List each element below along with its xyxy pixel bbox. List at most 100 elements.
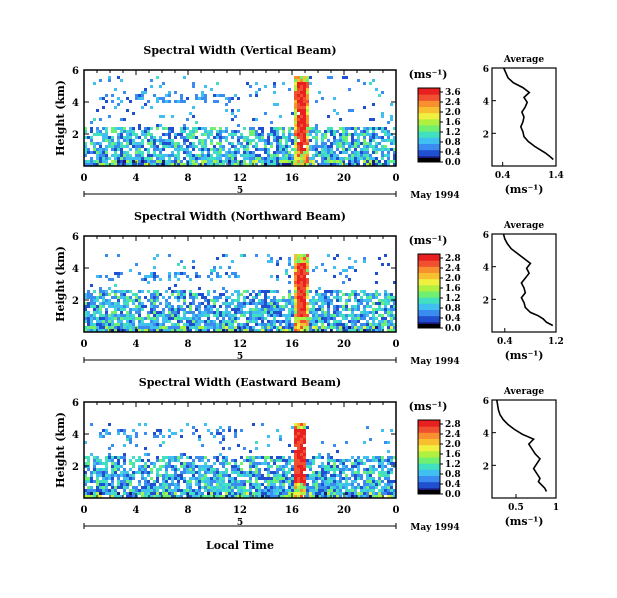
heatmap-cell bbox=[303, 97, 306, 100]
heatmap-cell bbox=[393, 492, 396, 495]
heatmap-cell bbox=[213, 269, 216, 272]
heatmap-cell bbox=[147, 154, 150, 157]
heatmap-cell bbox=[294, 432, 297, 435]
heatmap-cell bbox=[273, 157, 276, 160]
heatmap-cell bbox=[105, 468, 108, 471]
heatmap-cell bbox=[354, 317, 357, 320]
heatmap-cell bbox=[387, 456, 390, 459]
heatmap-cell bbox=[111, 320, 114, 323]
heatmap-cell bbox=[207, 151, 210, 154]
heatmap-cell bbox=[147, 127, 150, 130]
heatmap-cell bbox=[300, 471, 303, 474]
heatmap-cell bbox=[195, 160, 198, 163]
heatmap-cell bbox=[207, 459, 210, 462]
heatmap-cell bbox=[219, 453, 222, 456]
heatmap-cell bbox=[99, 489, 102, 492]
heatmap-cell bbox=[363, 462, 366, 465]
heatmap-cell bbox=[99, 314, 102, 317]
heatmap-cell bbox=[297, 326, 300, 329]
heatmap-cell bbox=[84, 160, 87, 163]
heatmap-cell bbox=[327, 489, 330, 492]
heatmap-cell bbox=[195, 471, 198, 474]
heatmap-cell bbox=[123, 314, 126, 317]
heatmap-cell bbox=[213, 127, 216, 130]
colorbar-swatch bbox=[418, 481, 440, 489]
heatmap-cell bbox=[318, 287, 321, 290]
average-x-tick-label: 0.4 bbox=[497, 337, 513, 347]
heatmap-cell bbox=[162, 489, 165, 492]
heatmap-cell bbox=[231, 468, 234, 471]
heatmap-cell bbox=[123, 444, 126, 447]
heatmap-cell bbox=[126, 130, 129, 133]
heatmap-cell bbox=[258, 323, 261, 326]
heatmap-cell bbox=[384, 311, 387, 314]
heatmap-cell bbox=[159, 432, 162, 435]
heatmap-cell bbox=[228, 426, 231, 429]
heatmap-cell bbox=[303, 302, 306, 305]
heatmap-cell bbox=[228, 157, 231, 160]
heatmap-cell bbox=[321, 160, 324, 163]
heatmap-cell bbox=[294, 103, 297, 106]
heatmap-cell bbox=[195, 293, 198, 296]
heatmap-cell bbox=[162, 133, 165, 136]
heatmap-cell bbox=[309, 326, 312, 329]
heatmap-cell bbox=[339, 136, 342, 139]
average-frame bbox=[491, 233, 557, 333]
heatmap-cell bbox=[111, 139, 114, 142]
heatmap-cell bbox=[363, 136, 366, 139]
heatmap-cell bbox=[369, 145, 372, 148]
heatmap-cell bbox=[342, 317, 345, 320]
heatmap-cell bbox=[147, 483, 150, 486]
heatmap-cell bbox=[324, 293, 327, 296]
heatmap-cell bbox=[339, 160, 342, 163]
heatmap-cell bbox=[168, 275, 171, 278]
heatmap-cell bbox=[201, 163, 204, 166]
heatmap-cell bbox=[114, 468, 117, 471]
heatmap-cell bbox=[240, 483, 243, 486]
heatmap-cell bbox=[198, 314, 201, 317]
heatmap-cell bbox=[294, 85, 297, 88]
heatmap-cell bbox=[318, 154, 321, 157]
heatmap-cell bbox=[174, 272, 177, 275]
heatmap-cell bbox=[315, 317, 318, 320]
heatmap-cell bbox=[369, 305, 372, 308]
heatmap-cell bbox=[288, 160, 291, 163]
heatmap-cell bbox=[150, 326, 153, 329]
heatmap-cell bbox=[168, 287, 171, 290]
heatmap-cell bbox=[123, 118, 126, 121]
heatmap-cell bbox=[222, 477, 225, 480]
heatmap-cell bbox=[177, 157, 180, 160]
heatmap-cell bbox=[375, 456, 378, 459]
heatmap-cell bbox=[180, 308, 183, 311]
colorbar-tick-label: 3.6 bbox=[445, 88, 461, 98]
heatmap-cell bbox=[123, 302, 126, 305]
heatmap-cell bbox=[297, 145, 300, 148]
heatmap-cell bbox=[285, 272, 288, 275]
heatmap-cell bbox=[294, 94, 297, 97]
heatmap-cell bbox=[342, 76, 345, 79]
heatmap-cell bbox=[318, 130, 321, 133]
heatmap-cell bbox=[129, 299, 132, 302]
heatmap-cell bbox=[162, 82, 165, 85]
heatmap-cell bbox=[303, 284, 306, 287]
heatmap-cell bbox=[219, 163, 222, 166]
average-y-tick-label: 6 bbox=[483, 231, 489, 241]
heatmap-cell bbox=[330, 483, 333, 486]
heatmap-cell bbox=[120, 329, 123, 332]
heatmap-cell bbox=[183, 480, 186, 483]
heatmap-cell bbox=[204, 323, 207, 326]
heatmap-cell bbox=[330, 299, 333, 302]
heatmap-cell bbox=[114, 465, 117, 468]
heatmap-cell bbox=[339, 326, 342, 329]
heatmap-cell bbox=[129, 139, 132, 142]
heatmap-cell bbox=[105, 299, 108, 302]
heatmap-cell bbox=[165, 320, 168, 323]
heatmap-cell bbox=[225, 311, 228, 314]
heatmap-cell bbox=[219, 142, 222, 145]
heatmap-cell bbox=[336, 130, 339, 133]
heatmap-cell bbox=[204, 133, 207, 136]
heatmap-cell bbox=[165, 474, 168, 477]
heatmap-cell bbox=[333, 139, 336, 142]
heatmap-cell bbox=[105, 100, 108, 103]
heatmap-cell bbox=[333, 133, 336, 136]
